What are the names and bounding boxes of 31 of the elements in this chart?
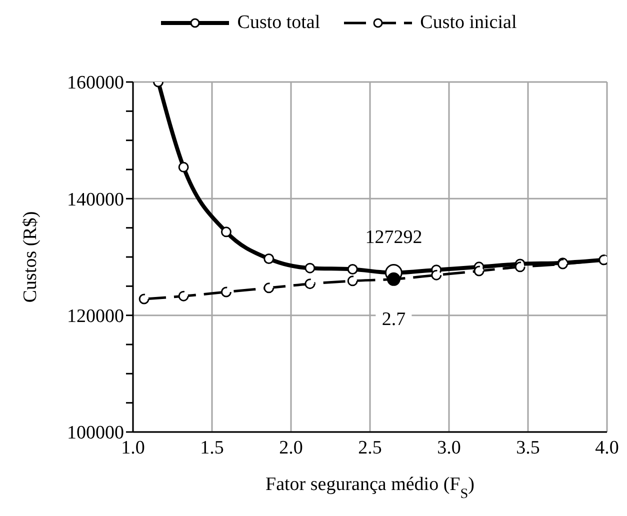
legend-label: Custo inicial bbox=[420, 12, 517, 34]
point bbox=[178, 290, 189, 302]
x-tick-label: 1.0 bbox=[121, 437, 145, 458]
point bbox=[304, 278, 316, 290]
x-axis-title: Fator segurança médio (F$_{S}$) bbox=[266, 474, 474, 502]
point bbox=[178, 162, 189, 172]
annotation: 127292 bbox=[365, 226, 422, 248]
y-axis-title: Custos (R$) bbox=[20, 211, 41, 303]
point bbox=[220, 226, 232, 238]
point bbox=[347, 264, 358, 274]
point bbox=[304, 262, 316, 274]
y-tick-label: 140000 bbox=[67, 189, 124, 210]
x-tick-label: 2.0 bbox=[279, 437, 303, 458]
point bbox=[474, 266, 484, 276]
y-tick-label: 120000 bbox=[67, 306, 124, 328]
x-tick-label: 3.5 bbox=[516, 437, 540, 458]
point bbox=[264, 282, 274, 294]
point bbox=[431, 270, 442, 280]
point bbox=[347, 276, 358, 286]
x-tick-label: 3.0 bbox=[437, 437, 461, 458]
y-tick-label: 160000 bbox=[67, 72, 124, 94]
annotation: 2.7 bbox=[382, 308, 406, 330]
x-tick-label: 1.5 bbox=[200, 437, 224, 458]
y-tick-label: 100000 bbox=[67, 422, 124, 444]
x-tick-label: 4.0 bbox=[595, 437, 619, 458]
x-tick-label: 2.5 bbox=[358, 437, 382, 458]
point bbox=[514, 262, 526, 272]
point bbox=[138, 294, 150, 304]
legend-label: Custo total bbox=[237, 12, 320, 34]
point bbox=[220, 286, 232, 298]
point bbox=[264, 254, 274, 264]
